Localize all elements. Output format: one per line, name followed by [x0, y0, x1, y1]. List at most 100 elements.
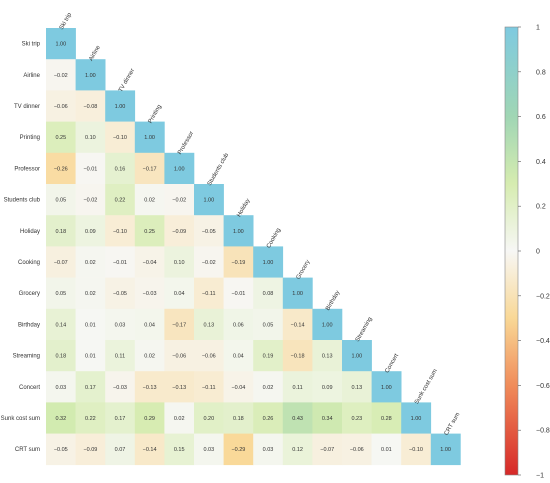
cell-value-label: 0.09: [322, 385, 333, 391]
cell-value-label: 0.03: [55, 385, 66, 391]
heatmap-cell: [282, 340, 313, 372]
heatmap-cell: [46, 371, 76, 403]
cell-value-label: −0.14: [143, 447, 157, 453]
colorbar-tick-label: −0.8: [536, 428, 550, 435]
heatmap-cell: [46, 246, 76, 278]
cell-value-label: 0.03: [263, 447, 274, 453]
heatmap-cell: [105, 215, 136, 247]
row-label-airline: Airline: [23, 73, 40, 79]
heatmap-cell: [253, 402, 284, 434]
cell-value-label: 0.20: [203, 416, 214, 422]
cell-value-label: 0.05: [55, 291, 66, 297]
heatmap-cell: [134, 277, 165, 310]
cell-value-label: 0.02: [144, 198, 155, 204]
cell-value-label: 0.01: [381, 447, 392, 453]
heatmap-cell: [134, 152, 165, 185]
heatmap-cell: [75, 59, 106, 91]
heatmap-cell: [134, 246, 165, 278]
cell-value-label: 1.00: [322, 322, 333, 328]
heatmap-cell: [194, 433, 224, 466]
heatmap-cell: [342, 371, 372, 403]
cell-value-label: 0.15: [174, 447, 185, 453]
heatmap-cell: [223, 340, 254, 372]
colorbar-tick-label: −1: [536, 473, 544, 480]
cell-value-label: 0.13: [351, 385, 362, 391]
cell-value-label: −0.10: [113, 229, 127, 235]
diagonal-label-professor: Professor: [177, 131, 195, 156]
heatmap-cell: [164, 371, 195, 403]
heatmap-cell: [371, 402, 402, 434]
heatmap-cell: [253, 433, 284, 466]
cell-value-label: 0.25: [144, 229, 155, 235]
cell-value-label: 0.02: [85, 260, 96, 266]
cell-value-label: −0.17: [143, 166, 157, 172]
heatmap-cell: [134, 340, 165, 372]
cell-value-label: 1.00: [411, 416, 422, 422]
heatmap-cell: [253, 371, 284, 403]
cell-value-label: 0.16: [115, 166, 126, 172]
heatmap-cells: 1.00 −0.02 1.00 −0.06 −0.08 1.00 0.25 0.10 −0.10…: [46, 28, 461, 466]
cell-value-label: −0.03: [143, 291, 157, 297]
heatmap-cell: [194, 371, 224, 403]
cell-value-label: 0.13: [203, 322, 214, 328]
cell-value-label: 1.00: [263, 260, 274, 266]
colorbar-tick-label: −0.2: [536, 293, 550, 300]
cell-value-label: 1.00: [55, 42, 66, 48]
cell-value-label: −0.02: [83, 198, 97, 204]
row-label-tv-dinner: TV dinner: [14, 104, 40, 110]
colorbar-tick-label: −0.4: [536, 338, 550, 345]
heatmap-cell: [194, 277, 224, 310]
cell-value-label: −0.06: [350, 447, 364, 453]
cell-value-label: −0.10: [113, 135, 127, 141]
cell-value-label: 0.12: [292, 447, 303, 453]
colorbar-tick-label: 0.4: [536, 159, 546, 166]
cell-value-label: −0.13: [172, 385, 186, 391]
cell-value-label: 0.02: [85, 291, 96, 297]
heatmap-cell: [46, 28, 76, 60]
cell-value-label: 1.00: [85, 73, 96, 79]
heatmap-cell: [253, 277, 284, 310]
heatmap-cell: [282, 308, 313, 341]
heatmap-cell: [194, 340, 224, 372]
colorbar: 1 0.8 0.6 0.4 0.2 0 −0.2 −0.4 −0.6 −0.8 −1: [504, 25, 550, 480]
heatmap-cell: [164, 308, 195, 341]
colorbar-tick-label: 0.6: [536, 114, 546, 121]
heatmap-cell: [105, 277, 136, 310]
row-label-concert: Concert: [19, 385, 40, 391]
heatmap-cell: [164, 402, 195, 434]
cell-value-label: −0.01: [83, 166, 97, 172]
heatmap-cell: [312, 402, 343, 434]
cell-value-label: 0.04: [174, 291, 185, 297]
heatmap-cell: [282, 402, 313, 434]
colorbar-tick-label: 0.2: [536, 204, 546, 211]
colorbar-tick-label: 0.8: [536, 69, 546, 76]
heatmap-cell: [134, 371, 165, 403]
diagonal-label-grocery: Grocery: [296, 259, 312, 280]
heatmap-cell: [282, 371, 313, 403]
cell-value-label: −0.26: [54, 166, 68, 172]
heatmap-cell: [105, 340, 136, 372]
heatmap-cell: [75, 246, 106, 278]
heatmap-cell: [164, 433, 195, 466]
heatmap-cell: [164, 340, 195, 372]
cell-value-label: 1.00: [233, 229, 244, 235]
row-label-printing: Printing: [20, 135, 40, 141]
cell-value-label: −0.01: [113, 260, 127, 266]
heatmap-cell: [46, 402, 76, 434]
row-labels: Ski trip Airline TV dinner Printing Professo…: [1, 42, 41, 454]
diagonal-label-printing: Printing: [148, 104, 163, 125]
cell-value-label: 0.02: [174, 416, 185, 422]
cell-value-label: 0.08: [263, 291, 274, 297]
heatmap-cell: [430, 433, 461, 466]
row-label-sunk-cost-sum: Sunk cost sum: [1, 416, 40, 422]
cell-value-label: 0.02: [144, 354, 155, 360]
colorbar-gradient: [504, 26, 519, 476]
diagonal-label-students-club: Students club: [207, 152, 231, 187]
heatmap-cell: [75, 340, 106, 372]
heatmap-cell: [342, 433, 372, 466]
cell-value-label: 0.25: [55, 135, 66, 141]
heatmap-cell: [105, 152, 136, 185]
cell-value-label: 0.04: [233, 354, 244, 360]
row-label-students-club: Students club: [4, 198, 41, 204]
